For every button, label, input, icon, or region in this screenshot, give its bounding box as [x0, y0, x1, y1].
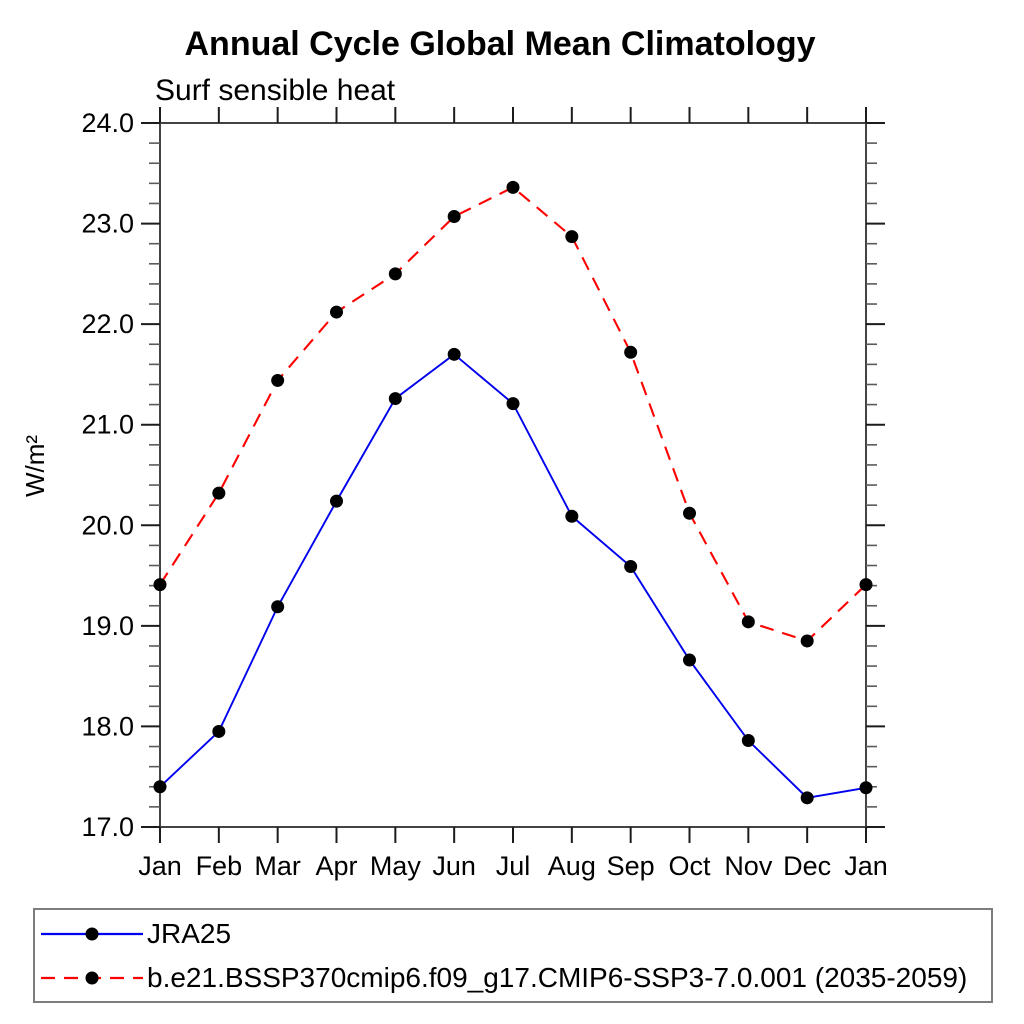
axes-and-ticks: 17.0 18.0 19.0 20.0 21.0 22.0 23.0 24.0 Jan Feb Ma…: [81, 107, 888, 881]
series-line-1: [159, 186, 867, 643]
x-tick-label: Aug: [548, 851, 596, 881]
x-tick-label: Mar: [254, 851, 301, 881]
data-point-series-1: [741, 615, 755, 629]
x-tick-label: Feb: [196, 851, 243, 881]
data-point-series-1: [800, 634, 814, 648]
y-axis-label: W/m²: [20, 435, 50, 497]
legend-sample-dashed: [41, 971, 143, 984]
data-point-series-0: [683, 653, 696, 667]
legend-marker-dot: [85, 927, 99, 940]
x-tick-label: Jan: [844, 851, 888, 881]
data-point-series-0: [565, 509, 579, 523]
series-line-0: [159, 353, 867, 799]
x-tick-label: May: [370, 851, 422, 881]
data-point-series-1: [506, 180, 520, 194]
y-tick-label: 17.0: [81, 812, 134, 842]
data-point-series-1: [565, 230, 579, 244]
data-point-series-1: [624, 345, 638, 359]
y-tick-label: 23.0: [81, 209, 134, 239]
x-tick-label: Jun: [432, 851, 476, 881]
data-point-series-0: [741, 734, 755, 748]
x-tick-label: Jan: [138, 851, 182, 881]
legend-item-model[interactable]: b.e21.BSSP370cmip6.f09_g17.CMIP6-SSP3-7.…: [39, 961, 991, 993]
chart-subtitle: Surf sensible heat: [155, 74, 396, 107]
y-tick-label: 18.0: [81, 711, 134, 741]
data-point-series-1: [271, 373, 285, 387]
data-point-series-0: [447, 347, 461, 361]
data-point-series-1: [330, 305, 343, 319]
data-point-series-0: [271, 600, 285, 614]
data-point-series-1: [388, 267, 402, 281]
legend-box: JRA25 b.e21.BSSP370cmip6.f09_g17.CMIP6-S…: [33, 908, 993, 1003]
x-tick-label: Dec: [783, 851, 831, 881]
legend-label-model: b.e21.BSSP370cmip6.f09_g17.CMIP6-SSP3-7.…: [147, 961, 968, 993]
y-tick-label: 20.0: [81, 510, 134, 540]
x-tick-label: Oct: [668, 851, 711, 881]
data-point-series-1: [212, 486, 226, 500]
x-tick-label: Sep: [607, 851, 655, 881]
data-point-series-1: [153, 578, 167, 592]
data-point-series-0: [153, 780, 167, 794]
legend-label-jra25: JRA25: [147, 917, 232, 949]
y-tick-label: 21.0: [81, 410, 134, 440]
data-point-series-0: [506, 397, 520, 411]
series-lines-and-markers: [153, 180, 873, 805]
legend-sample-solid: [41, 927, 143, 940]
legend-marker-dot: [85, 971, 99, 984]
data-point-series-1: [683, 506, 696, 520]
x-tick-label: Jul: [496, 851, 531, 881]
data-point-series-0: [212, 724, 226, 738]
x-tick-label: Apr: [315, 851, 357, 881]
y-tick-label: 22.0: [81, 309, 134, 339]
data-point-series-0: [330, 494, 343, 508]
data-point-series-1: [447, 210, 461, 224]
data-point-series-0: [624, 560, 638, 574]
data-point-series-0: [388, 392, 402, 406]
data-point-series-0: [800, 791, 814, 805]
data-point-series-0: [859, 781, 873, 795]
legend-item-jra25[interactable]: JRA25: [39, 917, 991, 949]
data-point-series-1: [859, 578, 873, 592]
y-tick-label: 24.0: [81, 108, 134, 138]
y-tick-label: 19.0: [81, 611, 134, 641]
x-tick-label: Nov: [724, 851, 773, 881]
chart-title: Annual Cycle Global Mean Climatology: [185, 25, 816, 63]
